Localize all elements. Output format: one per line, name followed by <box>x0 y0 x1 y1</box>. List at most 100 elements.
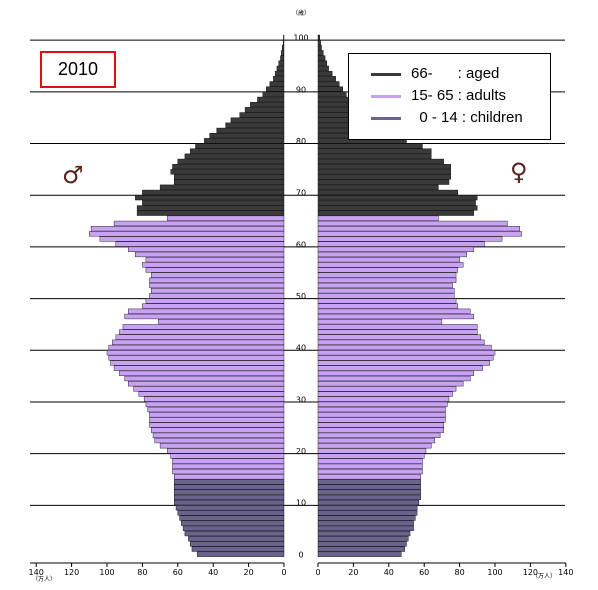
bar-male-age-18 <box>172 458 285 464</box>
bar-male-age-67 <box>136 205 285 211</box>
bar-male-age-53 <box>149 277 285 283</box>
bar-female-age-68 <box>317 200 476 206</box>
bar-male-age-89 <box>262 91 285 97</box>
bar-female-age-31 <box>317 391 453 397</box>
bar-female-age-27 <box>317 412 446 418</box>
bar-male-age-91 <box>269 81 285 87</box>
legend-swatch-children <box>371 117 401 120</box>
bar-female-age-97 <box>317 50 324 56</box>
bar-male-age-69 <box>135 195 285 201</box>
bar-female-age-75 <box>317 164 451 170</box>
bar-male-age-63 <box>90 226 285 232</box>
bar-female-age-13 <box>317 484 421 490</box>
bar-male-age-25 <box>149 422 285 428</box>
bar-male-age-61 <box>99 236 285 242</box>
bar-male-age-36 <box>113 365 285 371</box>
bar-male-age-7 <box>179 515 285 521</box>
legend-swatch-aged <box>371 73 401 76</box>
x-tick-label-male-20: 20 <box>244 568 254 577</box>
bar-female-age-46 <box>317 313 474 320</box>
x-tick-label-male-100: 100 <box>99 568 114 577</box>
bar-female-age-38 <box>317 355 494 361</box>
y-tick-label-100: 100 <box>293 34 308 43</box>
bar-male-age-34 <box>124 375 285 382</box>
x-tick-label-female-100: 100 <box>487 568 502 577</box>
bar-male-age-23 <box>152 432 285 438</box>
bar-female-age-6 <box>317 520 414 526</box>
bar-male-age-14 <box>174 479 285 485</box>
bar-male-age-28 <box>147 406 285 413</box>
year-label-box: 2010 <box>40 51 116 88</box>
bar-female-age-89 <box>317 91 347 97</box>
x-axis-unit-male: （万人） <box>32 576 56 583</box>
bar-female-age-72 <box>317 179 450 185</box>
bar-female-age-78 <box>317 148 432 154</box>
bar-female-age-34 <box>317 375 471 382</box>
bar-male-age-32 <box>133 386 285 392</box>
bar-female-age-90 <box>317 86 343 92</box>
bar-male-age-49 <box>145 298 285 304</box>
x-tick-label-female-80: 80 <box>455 568 465 577</box>
bar-male-age-84 <box>230 117 285 123</box>
bar-male-age-37 <box>110 360 285 366</box>
bar-female-age-0 <box>317 551 402 557</box>
bar-male-age-22 <box>154 437 285 444</box>
bar-female-age-3 <box>317 536 409 542</box>
bar-female-age-35 <box>317 370 474 376</box>
bar-male-age-39 <box>106 350 285 356</box>
bar-male-age-44 <box>122 324 285 330</box>
bar-male-age-72 <box>174 179 285 185</box>
bar-male-age-31 <box>138 391 285 397</box>
bar-male-age-79 <box>195 143 285 149</box>
bar-male-age-56 <box>142 262 285 268</box>
bar-female-age-8 <box>317 510 418 516</box>
bar-male-age-59 <box>128 246 285 252</box>
bar-male-age-38 <box>108 355 285 361</box>
bar-female-age-66 <box>317 210 474 216</box>
bar-male-age-97 <box>281 50 285 56</box>
bar-male-age-6 <box>181 520 285 526</box>
bar-female-age-74 <box>317 169 451 175</box>
legend: 66- : aged 15- 65 : adults 0 - 14 : chil… <box>348 53 551 140</box>
bar-female-age-44 <box>317 324 478 330</box>
bar-female-age-22 <box>317 437 436 444</box>
legend-label-aged: 66- : aged <box>411 65 500 82</box>
bar-male-age-73 <box>174 174 285 180</box>
y-tick-label-60: 60 <box>296 240 306 249</box>
bar-male-age-30 <box>143 396 285 402</box>
bar-male-age-86 <box>244 107 285 113</box>
bar-female-age-19 <box>317 453 425 459</box>
x-tick-label-female-140: 140 <box>558 568 573 577</box>
bar-female-age-54 <box>317 272 457 278</box>
y-tick-label-10: 10 <box>296 499 306 508</box>
bar-male-age-27 <box>149 412 285 418</box>
bar-female-age-79 <box>317 143 423 149</box>
bar-female-age-30 <box>317 396 450 402</box>
y-tick-label-20: 20 <box>296 447 306 456</box>
bar-male-age-12 <box>174 489 285 495</box>
bar-female-age-20 <box>317 448 427 454</box>
bar-female-age-100 <box>317 34 320 41</box>
bar-male-age-4 <box>184 530 285 537</box>
bar-female-age-5 <box>317 525 414 532</box>
bar-female-age-76 <box>317 158 444 165</box>
bar-female-age-42 <box>317 334 482 340</box>
bar-male-age-66 <box>136 210 285 216</box>
bar-female-age-14 <box>317 479 421 485</box>
bar-female-age-2 <box>317 541 407 547</box>
bar-male-age-40 <box>108 344 285 351</box>
bar-male-age-16 <box>172 468 285 475</box>
bar-male-age-26 <box>149 417 285 423</box>
bar-male-age-76 <box>177 158 285 165</box>
bar-female-age-16 <box>317 468 423 475</box>
bar-female-age-73 <box>317 174 451 180</box>
x-axis-unit-female: （万人） <box>532 573 556 580</box>
bar-male-age-5 <box>182 525 285 532</box>
bar-male-age-43 <box>119 329 285 335</box>
bar-male-age-78 <box>189 148 285 154</box>
bar-male-age-35 <box>119 370 285 376</box>
male-symbol: ♂ <box>62 161 84 189</box>
bar-male-age-83 <box>225 122 285 128</box>
bar-female-age-45 <box>317 319 443 325</box>
year-label: 2010 <box>57 59 99 79</box>
